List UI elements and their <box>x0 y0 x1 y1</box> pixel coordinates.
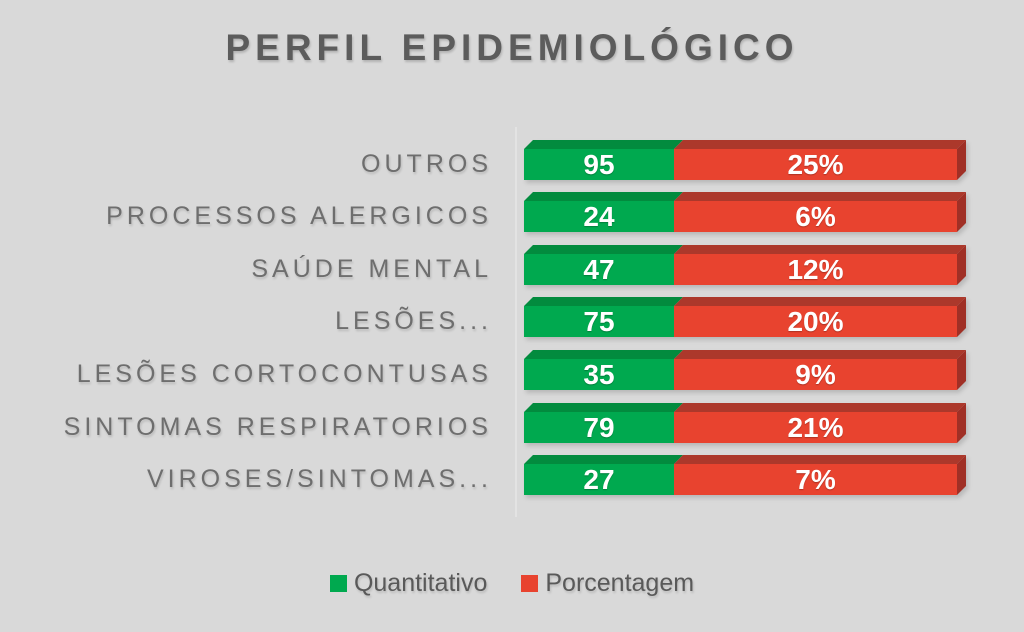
bar-side-bevel-red <box>957 192 966 232</box>
bar-value-label: 75 <box>583 306 615 337</box>
stacked-bar: 47 12% <box>524 245 966 285</box>
bar-top-bevel-green <box>524 297 683 306</box>
bar-top-bevel-green <box>524 403 683 412</box>
bar-top-bevel-red <box>674 297 966 306</box>
category-label: PROCESSOS ALERGICOS <box>106 202 492 230</box>
bar-segment-quantitativo <box>524 149 674 180</box>
bar-top-bevel-red <box>674 403 966 412</box>
bar-percent-label: 6% <box>795 201 836 232</box>
bar-segment-porcentagem <box>674 254 957 285</box>
bar-top-bevel-red <box>674 455 966 464</box>
chart-row: SINTOMAS RESPIRATORIOS 79 21% <box>0 403 1024 443</box>
bar-value-label: 95 <box>583 149 615 180</box>
bar-segment-quantitativo <box>524 254 674 285</box>
bar-segment-porcentagem <box>674 412 957 443</box>
bar-top-bevel-green <box>524 455 683 464</box>
bar-top-bevel-green <box>524 140 683 149</box>
bar-percent-label: 12% <box>787 254 844 285</box>
chart-row: OUTROS 95 25% <box>0 140 1024 180</box>
bar-top-bevel-red <box>674 140 966 149</box>
legend-label-porcentagem: Porcentagem <box>545 568 695 597</box>
bar-segment-porcentagem <box>674 359 957 390</box>
bar-top-bevel-green <box>524 245 683 254</box>
bar-side-bevel-red <box>957 455 966 495</box>
category-label: VIROSES/SINTOMAS... <box>146 465 492 493</box>
bar-value-label: 79 <box>583 412 615 443</box>
bar-percent-label: 20% <box>787 306 844 337</box>
chart-title: PERFIL EPIDEMIOLÓGICO <box>225 27 799 68</box>
legend-item-quantitativo: Quantitativo <box>329 568 488 598</box>
category-label: LESÕES... <box>335 307 492 335</box>
stacked-bar: 24 6% <box>524 192 966 232</box>
bar-segment-porcentagem <box>674 149 957 180</box>
category-label: LESÕES CORTOCONTUSAS <box>76 360 492 388</box>
bar-segment-porcentagem <box>674 306 957 337</box>
chart-row: PROCESSOS ALERGICOS 24 6% <box>0 192 1024 232</box>
bar-segment-quantitativo <box>524 201 674 232</box>
chart-row: VIROSES/SINTOMAS... 27 7% <box>0 455 1024 495</box>
bar-top-bevel-green <box>524 350 683 359</box>
stacked-bar: 79 21% <box>524 403 966 443</box>
bar-percent-label: 21% <box>787 412 844 443</box>
bar-top-bevel-red <box>674 192 966 201</box>
bar-side-bevel-red <box>957 140 966 180</box>
stacked-bar: 27 7% <box>524 455 966 495</box>
legend-item-porcentagem: Porcentagem <box>521 569 694 598</box>
bar-value-label: 24 <box>583 201 615 232</box>
bar-top-bevel-green <box>524 192 683 201</box>
bar-side-bevel-red <box>957 245 966 285</box>
category-label: SAÚDE MENTAL <box>251 255 492 283</box>
bar-value-label: 35 <box>583 359 615 390</box>
bar-segment-quantitativo <box>524 359 674 390</box>
bar-segment-quantitativo <box>524 306 674 337</box>
stacked-bar: 35 9% <box>524 350 966 390</box>
bar-value-label: 27 <box>583 464 615 495</box>
legend: Quantitativo Porcentagem <box>0 568 1024 598</box>
category-label: SINTOMAS RESPIRATORIOS <box>63 413 492 441</box>
bar-side-bevel-red <box>957 297 966 337</box>
chart-row: LESÕES... 75 20% <box>0 297 1024 337</box>
bar-percent-label: 9% <box>795 359 836 390</box>
bar-side-bevel-red <box>957 350 966 390</box>
category-label: OUTROS <box>361 150 492 178</box>
chart-row: LESÕES CORTOCONTUSAS 35 9% <box>0 350 1024 390</box>
bar-top-bevel-red <box>674 245 966 254</box>
bar-segment-porcentagem <box>674 201 957 232</box>
bar-segment-quantitativo <box>524 412 674 443</box>
bar-side-bevel-red <box>957 403 966 443</box>
legend-swatch-green <box>329 574 347 592</box>
bar-percent-label: 7% <box>795 464 836 495</box>
chart-row: SAÚDE MENTAL 47 12% <box>0 245 1024 285</box>
bar-segment-quantitativo <box>524 464 674 495</box>
bar-value-label: 47 <box>583 254 615 285</box>
stacked-bar: 95 25% <box>524 140 966 180</box>
bar-segment-porcentagem <box>674 464 957 495</box>
category-axis-line <box>515 127 517 517</box>
bar-percent-label: 25% <box>787 149 844 180</box>
legend-label-quantitativo: Quantitativo <box>353 568 488 597</box>
bar-top-bevel-red <box>674 350 966 359</box>
stacked-bar: 75 20% <box>524 297 966 337</box>
legend-swatch-red <box>521 574 539 592</box>
